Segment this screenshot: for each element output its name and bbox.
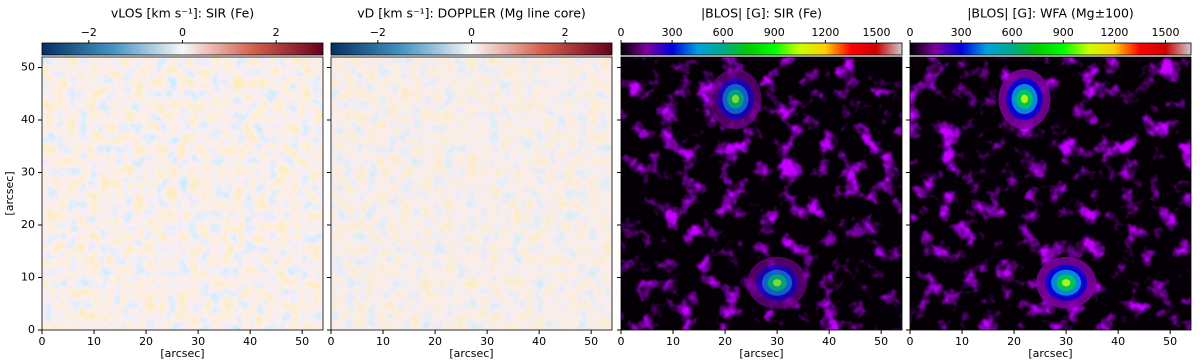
x-tick-label: 0 [907, 335, 914, 348]
x-tick-label: 40 [1111, 335, 1125, 348]
x-tick-label: 10 [87, 335, 101, 348]
x-tick-label: 40 [822, 335, 836, 348]
y-tick-label: 0 [28, 323, 35, 336]
x-tick-label: 40 [532, 335, 546, 348]
colorbar-tick-label: −2 [370, 26, 386, 39]
x-tick-label: 20 [718, 335, 732, 348]
x-tick-label: 50 [295, 335, 309, 348]
x-axis-label: [arcsec] [160, 347, 204, 360]
x-tick-label: 30 [1059, 335, 1073, 348]
colorbar-tick-label: −2 [81, 26, 97, 39]
x-tick-label: 20 [428, 335, 442, 348]
x-tick-label: 30 [191, 335, 205, 348]
colorbar-tick-label: 300 [662, 26, 683, 39]
colorbar-tick-label: 1200 [1100, 26, 1128, 39]
x-axis-label: [arcsec] [739, 347, 783, 360]
plot-frame [620, 56, 903, 331]
x-tick-label: 10 [666, 335, 680, 348]
x-tick-label: 0 [328, 335, 335, 348]
panel-title: vLOS [km s⁻¹]: SIR (Fe) [111, 6, 254, 21]
colorbar-tick-label: 0 [907, 26, 914, 39]
x-tick-label: 50 [584, 335, 598, 348]
colorbar-tick-label: 600 [1002, 26, 1023, 39]
x-tick-label: 20 [1007, 335, 1021, 348]
image-texture [42, 57, 323, 330]
colorbar [330, 42, 613, 56]
y-tick-label: 40 [21, 113, 35, 126]
x-tick-label: 40 [243, 335, 257, 348]
colorbar-tick-label: 1200 [811, 26, 839, 39]
x-tick-label: 30 [480, 335, 494, 348]
field-region [772, 279, 782, 287]
colorbar-tick-label: 1500 [1151, 26, 1179, 39]
x-axis-label: [arcsec] [1028, 347, 1072, 360]
x-tick-label: 30 [770, 335, 784, 348]
y-axis-label: [arcsec] [3, 171, 16, 215]
x-tick-label: 0 [39, 335, 46, 348]
colorbar-tick-label: 600 [713, 26, 734, 39]
x-tick-label: 10 [376, 335, 390, 348]
field-region [731, 94, 740, 104]
plot-frame [41, 56, 324, 331]
colorbar-tick-label: 2 [562, 26, 569, 39]
plot-frame [909, 56, 1192, 331]
colorbar-tick-label: 300 [951, 26, 972, 39]
colorbar [41, 42, 324, 56]
field-region [1061, 279, 1071, 287]
image-texture [331, 57, 612, 330]
colorbar-tick-label: 0 [179, 26, 186, 39]
panel-title: |BLOS| [G]: WFA (Mg±100) [967, 6, 1134, 21]
panel-title: vD [km s⁻¹]: DOPPLER (Mg line core) [357, 6, 586, 21]
panel-title: |BLOS| [G]: SIR (Fe) [701, 6, 822, 21]
colorbar-tick-label: 900 [764, 26, 785, 39]
colorbar-tick-label: 1500 [862, 26, 890, 39]
colorbar-tick-label: 0 [468, 26, 475, 39]
x-tick-label: 0 [618, 335, 625, 348]
colorbar-tick-label: 0 [618, 26, 625, 39]
plot-frame [330, 56, 613, 331]
colorbar [909, 42, 1192, 56]
colorbar-tick-label: 2 [273, 26, 280, 39]
x-tick-label: 10 [955, 335, 969, 348]
colorbar-tick-label: 900 [1053, 26, 1074, 39]
x-tick-label: 20 [139, 335, 153, 348]
y-tick-label: 10 [21, 271, 35, 284]
y-tick-label: 30 [21, 166, 35, 179]
x-tick-label: 50 [874, 335, 888, 348]
y-tick-label: 20 [21, 218, 35, 231]
x-tick-label: 50 [1163, 335, 1177, 348]
colorbar [620, 42, 903, 56]
field-region [1020, 94, 1029, 104]
x-axis-label: [arcsec] [449, 347, 493, 360]
y-tick-label: 50 [21, 61, 35, 74]
